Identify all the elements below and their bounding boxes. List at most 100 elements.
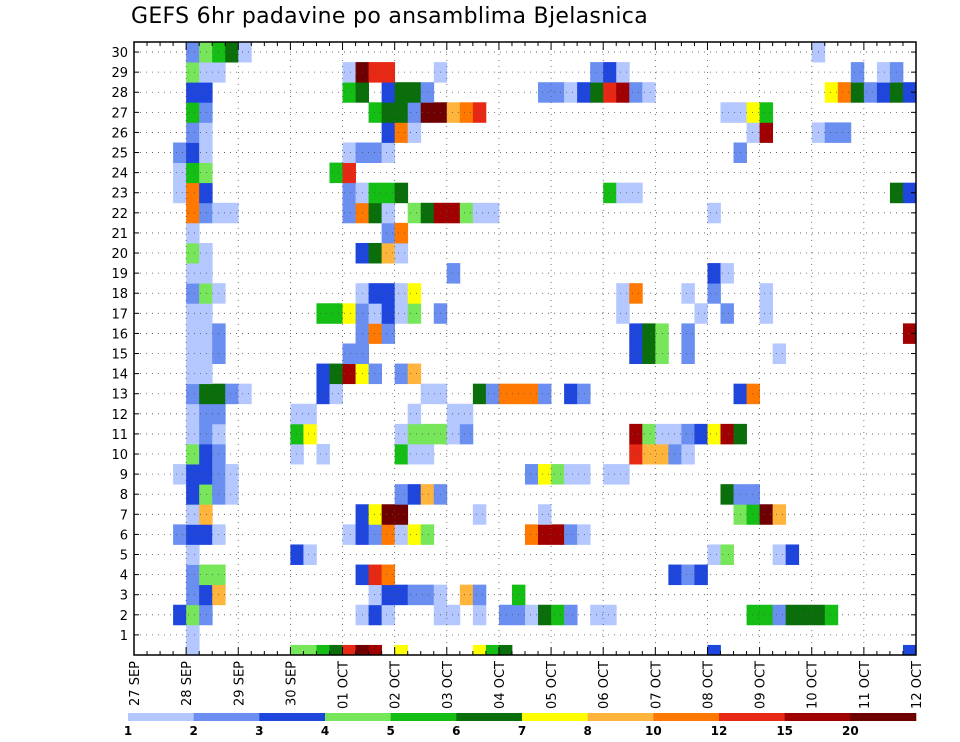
heatmap-cell: [199, 564, 213, 586]
heatmap-cell: [420, 102, 435, 123]
y-tick-label: 6: [120, 528, 128, 543]
heatmap-cell: [668, 564, 682, 586]
heatmap-cell: [420, 383, 435, 405]
heatmap-cell: [525, 524, 539, 545]
heatmap-cell: [199, 504, 213, 525]
heatmap-cell: [707, 263, 721, 284]
heatmap-cell: [329, 162, 343, 184]
heatmap-cell: [394, 303, 409, 324]
y-tick-label: 21: [111, 227, 128, 242]
heatmap-cell: [629, 423, 643, 445]
heatmap-cell: [173, 182, 187, 204]
heatmap-cell: [564, 464, 578, 485]
heatmap-cell: [186, 222, 200, 244]
heatmap-cell: [863, 82, 878, 103]
heatmap-cell: [407, 524, 422, 545]
heatmap-cell: [394, 504, 409, 525]
heatmap-cell: [342, 62, 356, 83]
heatmap-cell: [720, 484, 734, 505]
heatmap-cell: [446, 423, 461, 445]
heatmap-cell: [446, 604, 461, 626]
x-tick-label: 03 OCT: [441, 661, 456, 709]
heatmap-cell: [498, 604, 513, 626]
heatmap-cell: [394, 443, 409, 465]
heatmap-cell: [629, 182, 643, 204]
heatmap-cell: [720, 263, 734, 284]
heatmap-cell: [381, 504, 396, 525]
heatmap-cell: [186, 363, 200, 385]
colorbar-segment: [653, 713, 720, 721]
colorbar-label: 12: [711, 724, 728, 738]
heatmap-cell: [368, 323, 383, 344]
heatmap-cell: [199, 283, 213, 304]
heatmap-cell: [199, 524, 213, 545]
heatmap-cell: [407, 423, 422, 445]
heatmap-cell: [681, 443, 695, 465]
heatmap-cell: [472, 644, 487, 656]
heatmap-cell: [381, 604, 396, 626]
colorbar-segment: [522, 713, 588, 721]
heatmap-cell: [186, 162, 200, 184]
heatmap-cell: [368, 604, 383, 626]
heatmap-cell: [577, 464, 591, 485]
heatmap-cell: [186, 564, 200, 586]
x-tick-label: 29 SEP: [232, 661, 247, 706]
heatmap-cell: [342, 343, 356, 364]
heatmap-cell: [381, 283, 396, 304]
heatmap-cell: [485, 383, 500, 405]
heatmap-cell: [186, 403, 200, 425]
heatmap-cell: [407, 82, 422, 103]
heatmap-cell: [642, 443, 656, 465]
heatmap-cell: [368, 242, 383, 264]
colorbar-segment: [128, 713, 194, 721]
heatmap-cell: [707, 423, 721, 445]
x-tick-label: 06 OCT: [597, 661, 612, 709]
heatmap-cell: [603, 464, 617, 485]
heatmap-cell: [381, 584, 396, 606]
heatmap-cell: [329, 363, 343, 385]
y-tick-label: 13: [111, 388, 128, 403]
heatmap-cell: [668, 443, 682, 465]
heatmap-cell: [642, 423, 656, 445]
heatmap-cell: [329, 644, 343, 656]
heatmap-cell: [290, 544, 304, 565]
heatmap-cell: [629, 343, 643, 364]
heatmap-cell: [303, 544, 317, 565]
heatmap-cell: [420, 524, 435, 545]
heatmap-cell: [694, 303, 708, 324]
heatmap-cell: [186, 423, 200, 445]
heatmap-cell: [173, 604, 187, 626]
heatmap-cell: [564, 82, 578, 103]
heatmap-cell: [577, 383, 591, 405]
y-tick-label: 11: [111, 428, 128, 443]
heatmap-cell: [420, 82, 435, 103]
heatmap-cell: [199, 423, 213, 445]
heatmap-cell: [407, 303, 422, 324]
heatmap-cell: [472, 383, 487, 405]
heatmap-cell: [694, 423, 708, 445]
heatmap-cell: [603, 182, 617, 204]
heatmap-cell: [368, 504, 383, 525]
heatmap-cell: [629, 82, 643, 103]
colorbar-label: 1: [124, 724, 132, 738]
heatmap-cell: [407, 484, 422, 505]
heatmap-cell: [199, 443, 213, 465]
heatmap-cell: [707, 644, 721, 656]
colorbar-segment: [719, 713, 785, 721]
heatmap-cell: [837, 82, 852, 103]
heatmap-cell: [381, 122, 396, 143]
colorbar-segment: [259, 713, 326, 721]
heatmap-cell: [368, 644, 383, 656]
heatmap-cell: [616, 82, 630, 103]
heatmap-cell: [342, 162, 356, 184]
x-tick-label: 07 OCT: [649, 661, 664, 709]
heatmap-cell: [342, 303, 356, 324]
heatmap-cell: [798, 604, 813, 626]
heatmap-cell: [420, 423, 435, 445]
heatmap-cell: [199, 263, 213, 284]
heatmap-cell: [355, 644, 369, 656]
heatmap-cell: [199, 604, 213, 626]
heatmap-cell: [186, 82, 200, 103]
heatmap-cell: [746, 484, 760, 505]
heatmap-cell: [381, 303, 396, 324]
